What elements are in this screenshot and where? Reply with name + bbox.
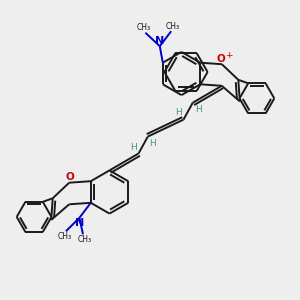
Text: H: H: [130, 143, 136, 152]
Text: O: O: [65, 172, 74, 182]
Text: H: H: [149, 139, 156, 148]
Text: CH₃: CH₃: [77, 235, 92, 244]
Text: H: H: [175, 108, 182, 117]
Text: N: N: [75, 218, 84, 228]
Text: H: H: [195, 104, 202, 113]
Text: +: +: [225, 51, 232, 60]
Text: O: O: [217, 54, 226, 64]
Text: N: N: [155, 36, 164, 46]
Text: CH₃: CH₃: [166, 22, 180, 31]
Text: CH₃: CH₃: [57, 232, 71, 241]
Text: CH₃: CH₃: [137, 23, 151, 32]
